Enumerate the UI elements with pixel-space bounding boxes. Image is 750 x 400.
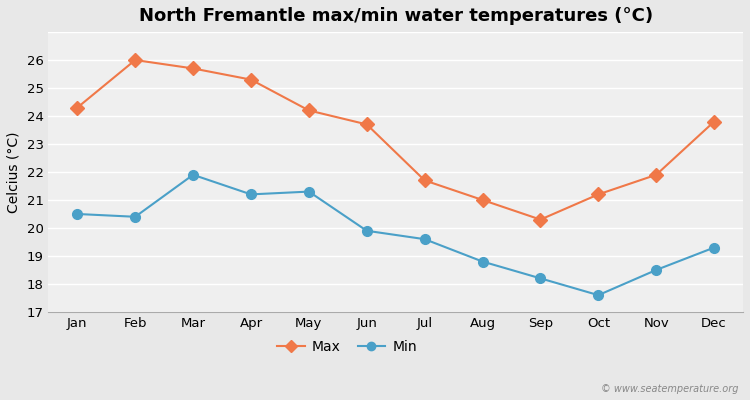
Legend: Max, Min: Max, Min: [272, 334, 422, 360]
Text: © www.seatemperature.org: © www.seatemperature.org: [602, 384, 739, 394]
Title: North Fremantle max/min water temperatures (°C): North Fremantle max/min water temperatur…: [139, 7, 652, 25]
Y-axis label: Celcius (°C): Celcius (°C): [7, 131, 21, 213]
